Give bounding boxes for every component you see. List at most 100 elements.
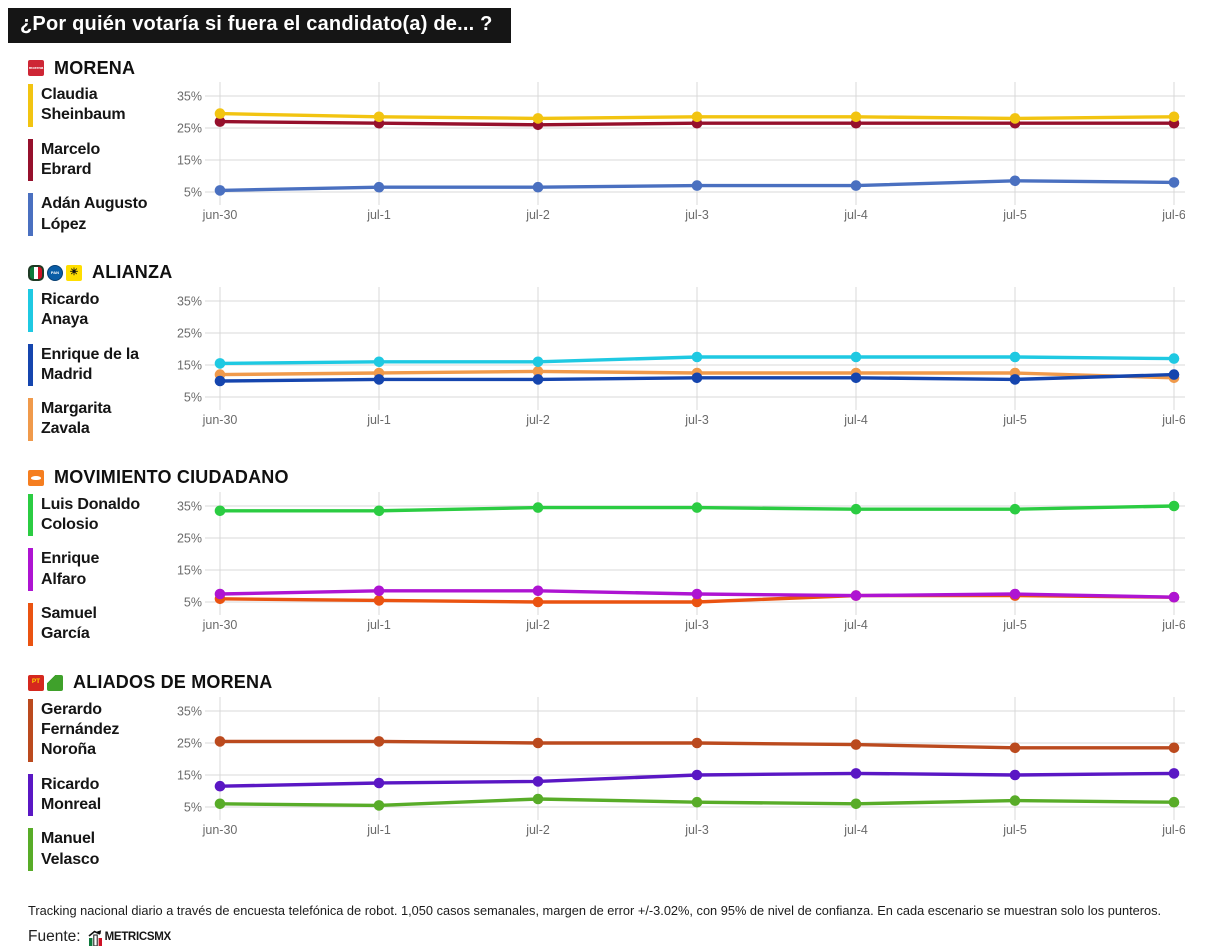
- data-point: [532, 775, 544, 787]
- scenario-header: morena MORENA: [28, 57, 1220, 79]
- data-point: [373, 594, 385, 606]
- metricsmx-bars-icon: [88, 929, 102, 946]
- series-enrique-alfaro: [214, 585, 1180, 603]
- gridlines: jun-30 jul-1 jul-2 jul-3 jul-4 jul-5 jul-6 35% 2…: [177, 286, 1185, 427]
- scenario-body: Claudia Sheinbaum Marcelo Ebrard Adán Augu…: [28, 82, 1220, 248]
- candidate-legend: Gerardo Fernández Noroña Ricardo Monreal M…: [28, 697, 175, 883]
- y-tick-label: 25%: [177, 326, 202, 340]
- data-point: [1168, 591, 1180, 603]
- data-point: [691, 796, 703, 808]
- data-point: [373, 735, 385, 747]
- y-tick-label: 25%: [177, 736, 202, 750]
- data-point: [1009, 588, 1021, 600]
- y-tick-label: 5%: [184, 800, 202, 814]
- candidate-legend-marcelo-ebrard: Marcelo Ebrard: [28, 138, 175, 182]
- series-enrique-de-la-madrid: [214, 369, 1180, 387]
- data-point: [373, 799, 385, 811]
- pan-logo-icon: PAN: [47, 264, 63, 281]
- data-point: [373, 585, 385, 596]
- data-point: [1009, 794, 1021, 806]
- x-tick-label: jul-6: [1161, 413, 1185, 427]
- y-tick-label: 25%: [177, 122, 202, 136]
- candidate-legend-ricardo-anaya: Ricardo Anaya: [28, 288, 175, 332]
- candidate-legend-margarita-zavala: Margarita Zavala: [28, 398, 175, 441]
- metricsmx-logo: MetricsMX: [88, 929, 171, 946]
- page-title: ¿Por quién votaría si fuera el candidato…: [8, 8, 511, 43]
- candidate-legend-luis-donaldo-colosio: Luis Donaldo Colosio: [28, 493, 175, 537]
- candidate-legend-samuel-garcia: Samuel García: [28, 603, 175, 646]
- data-point: [850, 738, 862, 750]
- y-tick-label: 15%: [177, 563, 202, 577]
- x-tick-label: jul-5: [1002, 618, 1027, 632]
- data-point: [373, 373, 385, 385]
- scenario-title: ALIANZA: [92, 262, 173, 283]
- data-point: [532, 737, 544, 748]
- data-point: [850, 767, 862, 779]
- x-tick-label: jul-3: [684, 413, 709, 427]
- scenario-title: MOVIMIENTO CIUDADANO: [54, 467, 289, 488]
- y-tick-label: 15%: [177, 768, 202, 782]
- x-tick-label: jul-2: [525, 618, 550, 632]
- data-point: [1168, 767, 1180, 779]
- series-gerardo-fernandez-norona: [214, 735, 1180, 753]
- y-tick-label: 35%: [177, 704, 202, 718]
- methodology-note: Tracking nacional diario a través de enc…: [28, 902, 1162, 918]
- candidate-legend: Claudia Sheinbaum Marcelo Ebrard Adán Augu…: [28, 82, 175, 248]
- source-label: Fuente:: [28, 928, 81, 945]
- data-point: [850, 798, 862, 809]
- y-tick-label: 35%: [177, 499, 202, 513]
- data-point: [691, 351, 703, 363]
- scenario-sections: morena MORENA Claudia Sheinbaum Marcelo Ebr…: [0, 57, 1220, 883]
- chart-aliados-de-morena: jun-30 jul-1 jul-2 jul-3 jul-4 jul-5 jul-6 35% 2…: [177, 696, 1185, 837]
- x-tick-label: jul-4: [843, 413, 868, 427]
- pri-logo-icon: [28, 264, 44, 281]
- data-point: [1168, 111, 1180, 123]
- data-point: [1009, 503, 1021, 515]
- gridlines: jun-30 jul-1 jul-2 jul-3 jul-4 jul-5 jul-6 35% 2…: [177, 696, 1185, 837]
- data-point: [691, 372, 703, 383]
- data-point: [214, 185, 226, 196]
- candidate-legend-gerardo-fernandez-norona: Gerardo Fernández Noroña: [28, 698, 175, 762]
- data-point: [1168, 369, 1180, 380]
- party-logos: [28, 469, 44, 486]
- y-tick-label: 5%: [184, 595, 202, 609]
- x-tick-label: jul-5: [1002, 823, 1027, 837]
- data-point: [850, 503, 862, 515]
- data-point: [1009, 742, 1021, 753]
- x-tick-label: jun-30: [202, 413, 238, 427]
- data-point: [1168, 177, 1180, 188]
- data-point: [373, 181, 385, 193]
- y-tick-label: 15%: [177, 154, 202, 168]
- chart-alianza: jun-30 jul-1 jul-2 jul-3 jul-4 jul-5 jul-6 35% 2…: [177, 286, 1185, 427]
- data-point: [1168, 353, 1180, 364]
- data-point: [691, 502, 703, 513]
- data-point: [850, 180, 862, 191]
- scenario-body: Gerardo Fernández Noroña Ricardo Monreal M…: [28, 696, 1220, 883]
- data-point: [373, 111, 385, 123]
- data-point: [532, 181, 544, 193]
- data-point: [214, 108, 226, 119]
- x-tick-label: jul-5: [1002, 208, 1027, 222]
- data-point: [1009, 373, 1021, 385]
- pvem-logo-icon: [47, 674, 63, 691]
- scenario-aliados-de-morena: PT ALIADOS DE MORENA Gerardo Fernández Nor…: [28, 672, 1220, 883]
- data-point: [532, 365, 544, 377]
- chart-movimiento-ciudadano: jun-30 jul-1 jul-2 jul-3 jul-4 jul-5 jul-6 35% 2…: [177, 491, 1185, 632]
- x-tick-label: jun-30: [202, 208, 238, 222]
- data-point: [214, 735, 226, 747]
- x-tick-label: jul-6: [1161, 208, 1185, 222]
- gridlines: jun-30 jul-1 jul-2 jul-3 jul-4 jul-5 jul-6 35% 2…: [177, 491, 1185, 632]
- data-point: [214, 798, 226, 809]
- data-point: [1009, 351, 1021, 363]
- x-tick-label: jul-4: [843, 208, 868, 222]
- data-point: [373, 777, 385, 788]
- data-point: [532, 113, 544, 124]
- series-ricardo-anaya: [214, 351, 1180, 369]
- y-tick-label: 15%: [177, 358, 202, 372]
- x-tick-label: jul-3: [684, 823, 709, 837]
- data-point: [532, 373, 544, 385]
- data-point: [691, 596, 703, 608]
- data-point: [214, 357, 226, 369]
- scenario-title: ALIADOS DE MORENA: [73, 672, 273, 693]
- series-claudia-sheinbaum: [214, 108, 1180, 124]
